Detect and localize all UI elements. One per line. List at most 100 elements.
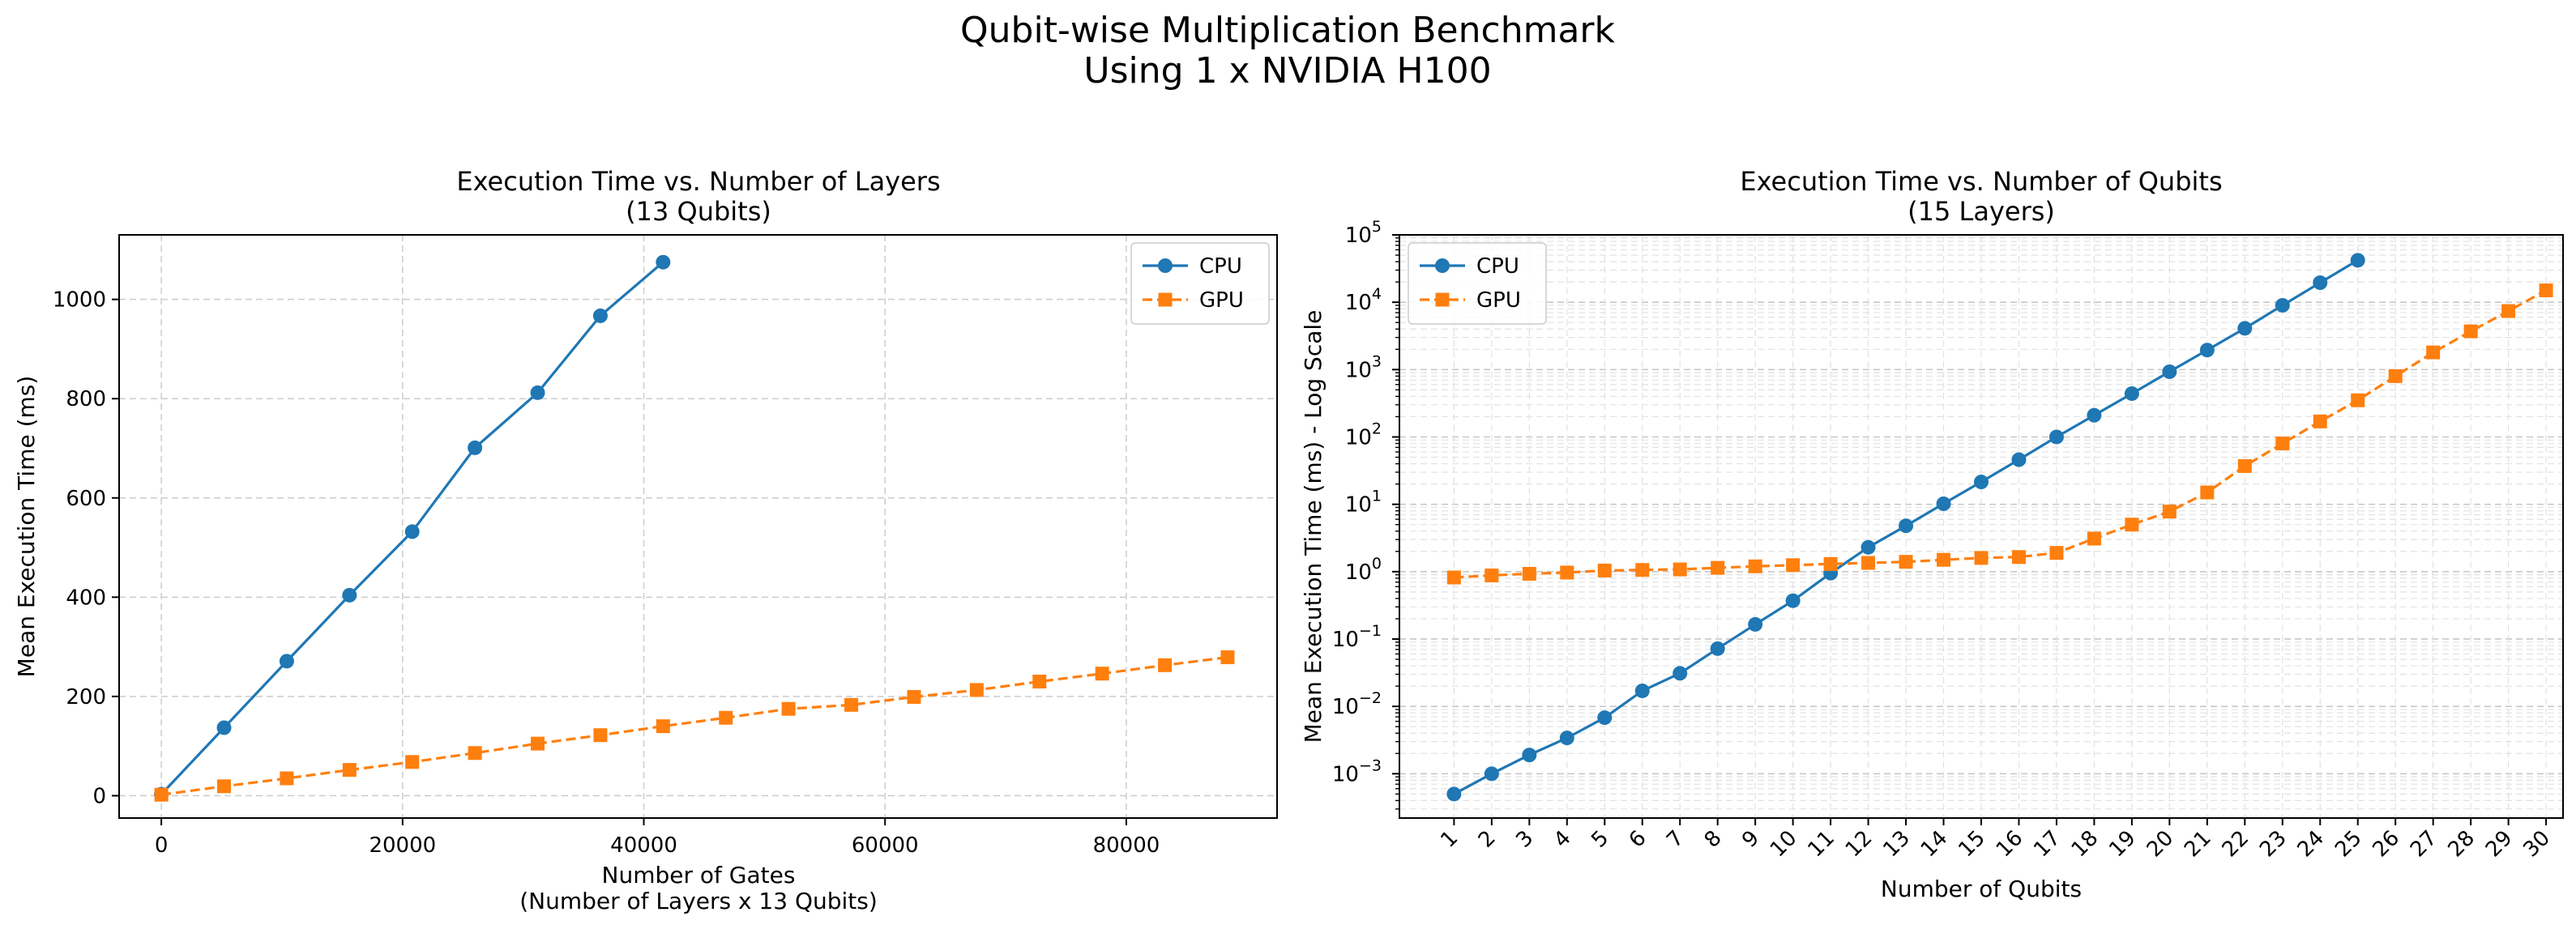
qubits-gpu-point — [2539, 283, 2553, 298]
legend-label-gpu: GPU — [1476, 288, 1521, 313]
qubits-gpu-point — [1711, 560, 1725, 575]
legend-marker-gpu — [1435, 292, 1450, 307]
layers-chart-title-line1: Execution Time vs. Number of Layers — [456, 166, 940, 197]
layers-gpu-point — [405, 755, 420, 769]
legend-marker-cpu — [1158, 258, 1173, 273]
qubits-gpu-point — [1899, 555, 1913, 569]
layers-gpu-point — [280, 771, 294, 786]
qubits-gpu-point — [1560, 565, 1574, 580]
qubits-cpu-point — [1559, 731, 1574, 746]
qubits-gpu-point — [1485, 568, 1499, 582]
qubits-cpu-point — [2087, 407, 2102, 423]
y-tick-exponent: 3 — [1372, 352, 1382, 370]
qubits-chart: Execution Time vs. Number of Qubits (15 … — [1300, 166, 2564, 902]
qubits-cpu-point — [2162, 364, 2177, 379]
qubits-gpu-point — [1672, 562, 1687, 577]
qubits-legend: CPU GPU — [1408, 242, 1547, 325]
layers-gpu-point — [969, 683, 984, 697]
qubits-gpu-point — [2049, 546, 2064, 560]
qubits-cpu-point — [1634, 683, 1650, 698]
legend-marker-gpu — [1158, 292, 1173, 307]
layers-gpu-point — [1095, 667, 1109, 681]
qubits-chart-title-line1: Execution Time vs. Number of Qubits — [1740, 166, 2222, 197]
qubits-cpu-point — [1936, 496, 1951, 511]
y-tick-exponent: −1 — [1359, 622, 1382, 640]
layers-gpu-point — [844, 697, 859, 712]
qubits-cpu-point — [1710, 641, 1725, 656]
y-tick-base: 10 — [1345, 358, 1372, 382]
layers-cpu-point — [404, 524, 420, 539]
x-tick-label: 80000 — [1093, 833, 1160, 858]
qubits-cpu-point — [1785, 593, 1801, 608]
y-tick-label: 100 — [1345, 555, 1382, 585]
layers-gpu-point — [1158, 658, 1173, 672]
layers-ticks: 0 20000 40000 60000 80000 0 200 400 600 800 1000 — [53, 288, 1160, 858]
layers-chart-title-line2: (13 Qubits) — [626, 196, 771, 227]
qubits-gpu-point — [2237, 458, 2252, 473]
qubits-cpu-point — [2275, 297, 2290, 313]
qubits-cpu-point — [1484, 766, 1499, 782]
qubits-cpu-point — [1899, 518, 1914, 534]
qubits-gpu-point — [2313, 414, 2327, 428]
layers-cpu-point — [342, 587, 357, 603]
layers-cpu-point — [592, 308, 608, 323]
qubits-gpu-point — [2200, 485, 2215, 500]
layers-xlabel-line2: (Number of Layers x 13 Qubits) — [519, 888, 878, 914]
layers-ylabel: Mean Execution Time (ms) — [13, 376, 40, 678]
layers-gridlines — [119, 235, 1277, 818]
qubits-cpu-point — [1446, 786, 1462, 802]
layers-cpu-point — [468, 440, 483, 455]
qubits-cpu-point — [1522, 748, 1537, 763]
y-tick-base: 10 — [1332, 762, 1359, 786]
qubits-cpu-point — [1860, 539, 1876, 555]
x-tick-label: 40000 — [610, 833, 677, 858]
y-tick-exponent: 5 — [1372, 218, 1382, 236]
qubits-gpu-point — [2501, 304, 2516, 318]
y-tick-label: 1000 — [53, 288, 106, 313]
qubits-gridlines — [1399, 234, 2563, 818]
y-tick-exponent: 1 — [1372, 488, 1382, 505]
layers-gpu-point — [656, 719, 670, 734]
qubits-gpu-point — [2162, 505, 2177, 519]
y-tick-label: 200 — [66, 685, 106, 710]
legend-label-cpu: CPU — [1476, 254, 1519, 279]
layers-gpu-point — [1032, 674, 1047, 688]
layers-chart: Execution Time vs. Number of Layers (13 … — [13, 166, 1278, 914]
y-tick-exponent: 4 — [1372, 285, 1382, 303]
qubits-cpu-point — [2011, 452, 2027, 467]
layers-gpu-point — [154, 787, 169, 802]
y-tick-base: 10 — [1332, 628, 1359, 652]
y-tick-base: 10 — [1345, 493, 1372, 518]
y-tick-base: 10 — [1345, 560, 1372, 585]
qubits-gpu-point — [2351, 393, 2365, 407]
qubits-gpu-point — [2426, 345, 2441, 360]
qubits-xlabel: Number of Qubits — [1881, 876, 2082, 902]
layers-legend: CPU GPU — [1130, 242, 1270, 325]
legend-label-cpu: CPU — [1199, 254, 1242, 279]
layers-plot-area — [119, 235, 1277, 818]
y-tick-label: 10−1 — [1332, 622, 1382, 652]
layers-gpu-point — [781, 701, 796, 716]
qubits-gpu-point — [2011, 550, 2026, 565]
legend-marker-cpu — [1435, 258, 1450, 273]
qubits-gpu-point — [1786, 558, 1801, 573]
y-tick-exponent: 0 — [1372, 555, 1382, 573]
qubits-gpu-point — [1861, 556, 1876, 570]
qubits-gpu-point — [1937, 552, 1951, 567]
y-tick-base: 10 — [1345, 425, 1372, 450]
qubits-cpu-point — [2237, 321, 2253, 336]
qubits-gpu-point — [1446, 570, 1461, 585]
layers-cpu-point — [656, 254, 671, 270]
qubits-gpu-point — [1974, 551, 1989, 565]
qubits-cpu-point — [2124, 386, 2139, 401]
qubits-chart-title-line2: (15 Layers) — [1907, 196, 2055, 227]
legend-label-gpu: GPU — [1199, 288, 1244, 313]
layers-cpu-point — [530, 385, 545, 400]
qubits-cpu-point — [2199, 343, 2215, 358]
figure-title-line2: Using 1 x NVIDIA H100 — [1083, 50, 1491, 92]
qubits-ylabel: Mean Execution Time (ms) - Log Scale — [1300, 310, 1326, 744]
qubits-series — [1446, 253, 2553, 802]
layers-gpu-point — [1220, 650, 1235, 664]
qubits-gpu-point — [1823, 556, 1838, 571]
